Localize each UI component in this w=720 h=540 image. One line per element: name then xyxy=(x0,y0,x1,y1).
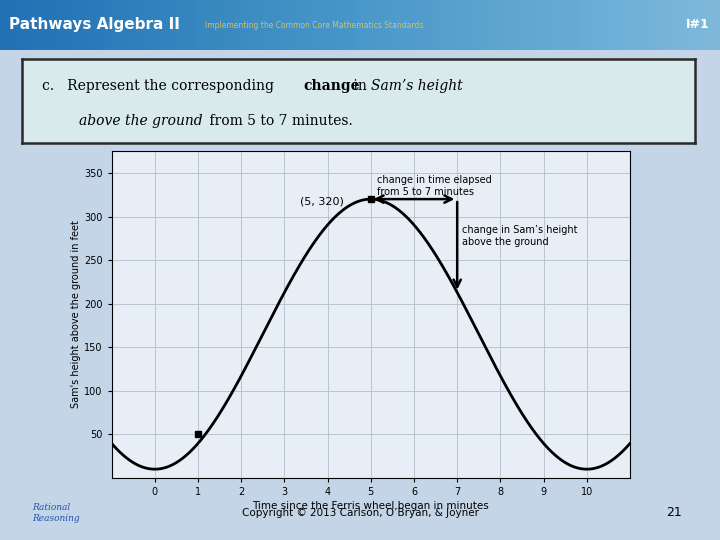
Text: change in Sam’s height
above the ground: change in Sam’s height above the ground xyxy=(462,225,578,247)
Text: Pathways Algebra II: Pathways Algebra II xyxy=(9,17,180,32)
Text: Copyright © 2013 Carlson, O’Bryan, & Joyner: Copyright © 2013 Carlson, O’Bryan, & Joy… xyxy=(241,508,479,518)
Text: Rational
Reasoning: Rational Reasoning xyxy=(32,503,79,523)
Text: change: change xyxy=(303,79,359,93)
Text: change in time elapsed
from 5 to 7 minutes: change in time elapsed from 5 to 7 minut… xyxy=(377,175,492,197)
Text: c.   Represent the corresponding: c. Represent the corresponding xyxy=(42,79,278,93)
Text: from 5 to 7 minutes.: from 5 to 7 minutes. xyxy=(205,114,353,129)
Text: 21: 21 xyxy=(666,507,681,519)
Text: Implementing the Common Core Mathematics Standards: Implementing the Common Core Mathematics… xyxy=(205,21,423,30)
Text: in: in xyxy=(348,79,371,93)
Text: I#1: I#1 xyxy=(685,18,709,31)
X-axis label: Time since the Ferris wheel began in minutes: Time since the Ferris wheel began in min… xyxy=(253,501,489,511)
Text: above the ground: above the ground xyxy=(78,114,202,129)
Y-axis label: Sam's height above the ground in feet: Sam's height above the ground in feet xyxy=(71,221,81,408)
Text: Sam’s height: Sam’s height xyxy=(371,79,463,93)
Text: (5, 320): (5, 320) xyxy=(300,197,343,207)
